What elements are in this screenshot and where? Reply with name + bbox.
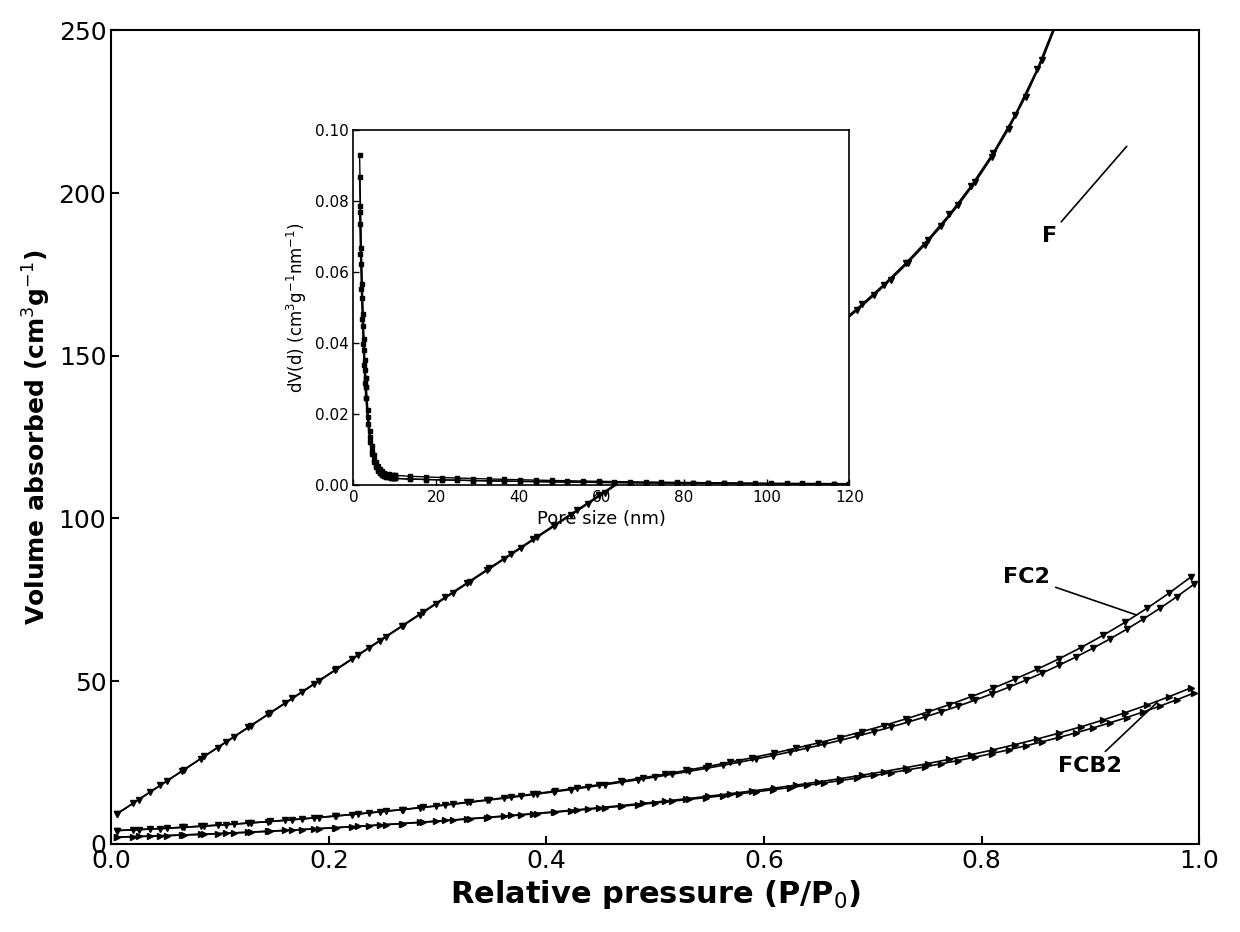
Text: FC2: FC2	[1003, 568, 1137, 615]
Y-axis label: Volume absorbed (cm$^3$g$^{-1}$): Volume absorbed (cm$^3$g$^{-1}$)	[21, 250, 53, 624]
Text: F: F	[1042, 146, 1127, 246]
Y-axis label: dV(d) (cm$^3$g$^{-1}$nm$^{-1}$): dV(d) (cm$^3$g$^{-1}$nm$^{-1}$)	[285, 222, 309, 393]
X-axis label: Pore size (nm): Pore size (nm)	[537, 510, 666, 528]
X-axis label: Relative pressure (P/P$_0$): Relative pressure (P/P$_0$)	[450, 878, 861, 911]
Text: FCB2: FCB2	[1058, 703, 1157, 776]
